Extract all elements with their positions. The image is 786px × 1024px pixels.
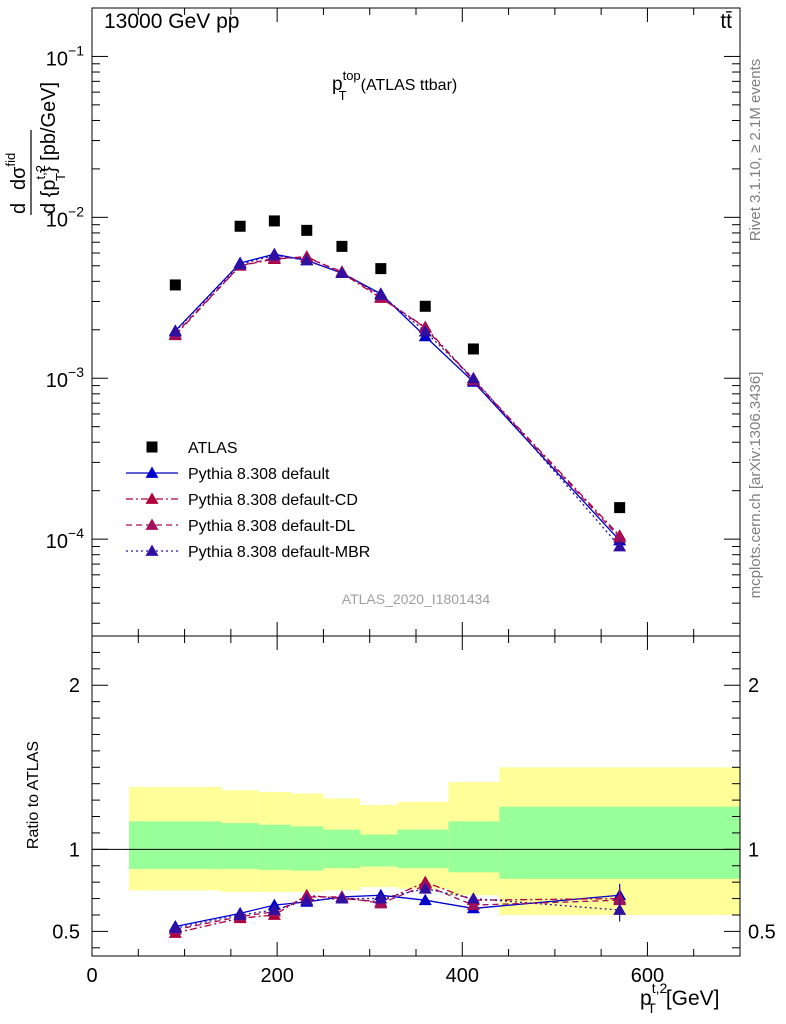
data-point xyxy=(267,248,281,261)
ratio-data-point xyxy=(300,893,314,906)
legend-marker xyxy=(145,492,159,504)
legend-item: ATLAS xyxy=(146,440,238,457)
ratio-ytick-label-right: 2 xyxy=(748,675,759,697)
legend-label: Pythia 8.308 default-MBR xyxy=(188,544,370,561)
data-point xyxy=(374,288,388,300)
legend-label: Pythia 8.308 default xyxy=(188,466,330,483)
mcplots-label: mcplots.cern.ch [arXiv:1306.3436] xyxy=(747,372,764,599)
ratio-data-point xyxy=(418,893,432,906)
data-point xyxy=(268,215,280,227)
ratio-ytick-label-right: 0.5 xyxy=(748,921,776,943)
legend-marker xyxy=(145,518,159,530)
svg-text:d {pt,2T} [pb/GeV]: d {pt,2 T} [pb/GeV] xyxy=(33,82,68,214)
main-ylabel: d dσfid d {pt,2 T} [pb/GeV] xyxy=(3,82,68,215)
legend: ATLAS Pythia 8.308 default Pythia 8.308 de… xyxy=(126,440,370,561)
legend-item: Pythia 8.308 default xyxy=(126,466,330,483)
data-point xyxy=(614,502,626,514)
ratio-uncertainty-bands xyxy=(129,767,740,915)
ratio-series-pythia-8-308-default-mbr xyxy=(168,882,627,933)
main-axes: 10−1 10−2 10−3 10−4 xyxy=(46,7,741,637)
data-point xyxy=(466,371,480,384)
data-point xyxy=(168,325,182,337)
analysis-id: ATLAS_2020_I1801434 xyxy=(342,591,491,607)
band-inner-0 xyxy=(129,821,222,870)
ratio-data-point xyxy=(466,892,480,904)
legend-item: Pythia 8.308 default-CD xyxy=(126,492,358,509)
ratio-ytick-label-right: 1 xyxy=(748,839,759,861)
rivet-label: Rivet 3.1.10, ≥ 2.1M events xyxy=(747,59,764,242)
ratio-series-line xyxy=(175,881,620,934)
series-line xyxy=(174,254,621,547)
data-point xyxy=(169,279,181,291)
ratio-data-point xyxy=(613,903,627,915)
ratio-ytick-label: 0.5 xyxy=(52,921,80,943)
ratio-series-group xyxy=(168,875,627,938)
main-ytick-label: 10−1 xyxy=(46,42,84,70)
ratio-ytick-label: 2 xyxy=(69,675,80,697)
svg-text:dσfid: dσfid xyxy=(3,153,30,190)
legend-item: Pythia 8.308 default-MBR xyxy=(126,544,370,561)
legend-label: Pythia 8.308 default-DL xyxy=(188,518,355,535)
ratio-data-point xyxy=(335,892,349,904)
ratio-xtick-label: 400 xyxy=(446,965,479,987)
ratio-data-point xyxy=(418,882,432,894)
data-point xyxy=(233,257,247,270)
ratio-xtick-label: 0 xyxy=(86,965,97,987)
ratio-ylabel: Ratio to ATLAS xyxy=(25,741,42,849)
data-point xyxy=(301,224,313,236)
legend-item: Pythia 8.308 default-DL xyxy=(126,518,355,535)
ratio-data-point xyxy=(168,921,182,933)
legend-label: Pythia 8.308 default-CD xyxy=(188,492,358,509)
main-series-group xyxy=(168,215,627,552)
data-point xyxy=(336,240,348,252)
legend-marker xyxy=(146,441,158,453)
energy-label: 13000 GeV pp xyxy=(104,10,239,33)
legend-label: ATLAS xyxy=(188,440,238,457)
data-point xyxy=(375,263,387,275)
band-inner-8 xyxy=(499,806,740,879)
legend-marker xyxy=(145,544,159,556)
ratio-data-point xyxy=(466,898,480,911)
ratio-series-line xyxy=(175,888,620,929)
ratio-ytick-label: 1 xyxy=(69,839,80,861)
data-point xyxy=(234,220,246,232)
ratio-data-point xyxy=(374,892,388,904)
series-atlas xyxy=(169,215,626,514)
ratio-xtick-label: 200 xyxy=(260,965,293,987)
main-ytick-label: 10−3 xyxy=(46,364,84,392)
series-line xyxy=(174,257,621,539)
band-inner-3 xyxy=(291,826,324,871)
ratio-xtick-label: 600 xyxy=(631,965,664,987)
band-inner-2 xyxy=(258,824,292,870)
band-inner-5 xyxy=(360,834,398,867)
band-inner-1 xyxy=(221,823,259,870)
data-point xyxy=(418,325,432,337)
data-point xyxy=(613,531,627,543)
main-ytick-label: 10−2 xyxy=(46,203,84,231)
data-point xyxy=(300,253,314,266)
ratio-data-point xyxy=(267,903,281,915)
series-pythia-8-308-default-mbr xyxy=(168,248,627,552)
data-point xyxy=(419,300,431,312)
main-title: ptop T(ATLAS ttbar) xyxy=(332,68,457,103)
data-point xyxy=(613,539,627,552)
ratio-data-point xyxy=(233,908,247,920)
x-axis-label: pt,2 T [GeV] xyxy=(640,980,720,1016)
main-ytick-label: 10−4 xyxy=(46,525,84,553)
process-label: tt̄ xyxy=(720,10,732,33)
legend-marker xyxy=(145,466,159,478)
svg-text:d: d xyxy=(8,203,30,214)
data-point xyxy=(467,343,479,355)
ratio-axes: 0 200 400 600 2 2 1 1 0.5 0.5 xyxy=(52,635,776,987)
main-frame xyxy=(91,7,741,637)
data-point xyxy=(335,266,349,279)
band-inner-7 xyxy=(448,821,500,873)
